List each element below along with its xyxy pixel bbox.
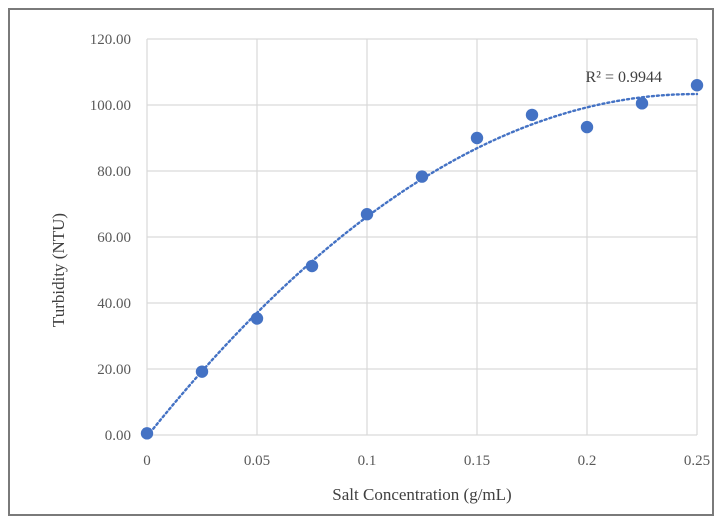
y-tick-label: 100.00 [90, 98, 131, 114]
trendline [145, 92, 699, 438]
x-tick-label: 0.15 [464, 453, 490, 469]
trendline-path [145, 92, 699, 438]
x-axis-title: Salt Concentration (g/mL) [332, 485, 511, 504]
chart-frame [8, 8, 714, 516]
data-point [470, 131, 484, 145]
y-tick-label: 80.00 [97, 164, 131, 180]
data-points [140, 79, 704, 440]
x-tick-label: 0.1 [358, 453, 377, 469]
x-tick-label: 0.05 [244, 453, 270, 469]
x-tick-label: 0.25 [684, 453, 710, 469]
y-tick-label: 0.00 [105, 428, 131, 444]
data-point [415, 170, 429, 183]
r-squared-label: R² = 0.9944 [586, 69, 663, 86]
y-axis-title: Turbidity (NTU) [49, 213, 68, 327]
x-tick-label: 0 [143, 453, 151, 469]
y-tick-label: 20.00 [97, 362, 131, 378]
y-tick-label: 120.00 [90, 32, 131, 48]
data-point [580, 120, 594, 134]
data-point [360, 208, 374, 221]
data-point [250, 312, 264, 325]
data-point [690, 79, 704, 92]
data-point [305, 259, 319, 273]
tick-labels: 0.00 20.00 40.00 60.00 80.00 100.00 120.00 0 0.0… [90, 32, 710, 469]
data-point [140, 427, 154, 440]
data-point [525, 108, 539, 122]
data-point [195, 365, 209, 378]
x-tick-label: 0.2 [578, 453, 597, 469]
y-tick-label: 40.00 [97, 296, 131, 312]
y-tick-label: 60.00 [97, 230, 131, 246]
data-point [635, 97, 649, 110]
grid [146, 38, 698, 436]
